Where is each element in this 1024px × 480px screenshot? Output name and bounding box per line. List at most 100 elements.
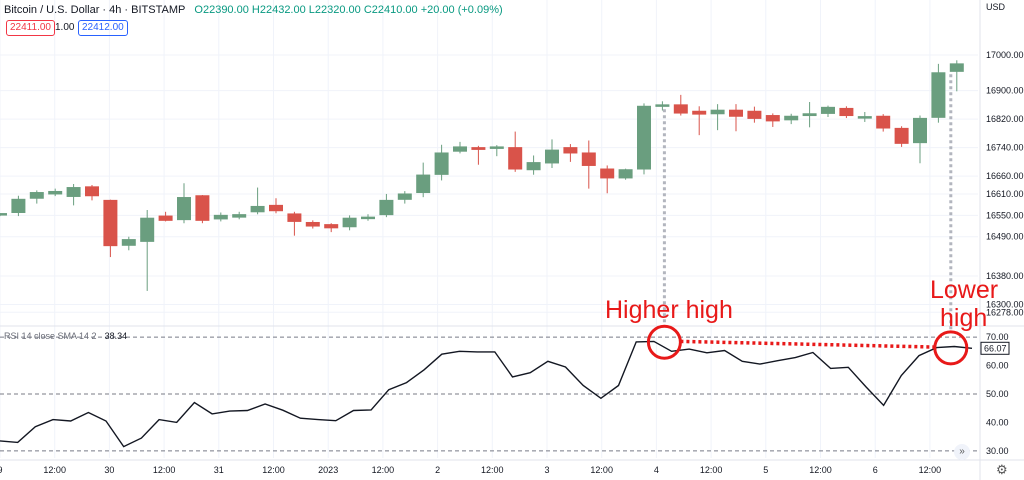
candle-body <box>416 174 431 194</box>
candle-body <box>269 204 283 212</box>
candle-body <box>11 198 26 214</box>
candle-body <box>802 113 817 117</box>
lower-high-annotation-line2: high <box>940 304 988 332</box>
candle-body <box>563 147 578 154</box>
scroll-to-realtime-button[interactable]: » <box>954 444 970 460</box>
currency-label[interactable]: USD <box>986 2 1006 12</box>
candle-body <box>729 109 743 117</box>
ohlc-readout: O22390.00 H22432.00 L22320.00 C22410.00 … <box>194 4 503 16</box>
candle-body <box>140 217 155 242</box>
candle-body <box>66 187 81 197</box>
rsi-tick-label: 30.00 <box>986 446 1009 456</box>
candle-body <box>324 224 339 229</box>
candle-body <box>379 199 394 216</box>
candle-body <box>857 116 872 119</box>
candle-body <box>876 115 891 129</box>
candle-body <box>655 104 670 107</box>
price-tick-label: 16610.00 <box>986 189 1024 199</box>
lower-high-circle <box>933 330 969 366</box>
price-tick-label: 16490.00 <box>986 232 1024 242</box>
axes: 9 12:00 30 12:00 31 12:00 2023 12:00 2 12:00 3 12:0… <box>0 50 1024 475</box>
buy-price-button[interactable]: 22412.00 <box>78 20 128 36</box>
candle-body <box>158 215 173 221</box>
x-tick-label: 12:00 <box>700 465 723 475</box>
x-tick-label: 12:00 <box>372 465 395 475</box>
rsi-last-value-box <box>980 341 1010 355</box>
candle-body <box>48 190 63 195</box>
price-tick-label: 16380.00 <box>986 271 1024 281</box>
symbol-title[interactable]: Bitcoin / U.S. Dollar · 4h · BITSTAMP <box>4 4 186 16</box>
candle-body <box>453 146 467 152</box>
candle-body <box>361 216 375 220</box>
x-tick-label: 4 <box>654 465 659 475</box>
rsi-tick-label: 40.00 <box>986 417 1009 427</box>
gear-icon[interactable]: ⚙ <box>996 462 1008 477</box>
x-tick-label: 12:00 <box>809 465 832 475</box>
rsi-value-text: 38.34 <box>104 331 128 341</box>
price-tick-label: 16820.00 <box>986 114 1024 124</box>
x-tick-label: 12:00 <box>481 465 504 475</box>
x-tick-label: 12:00 <box>153 465 176 475</box>
candle-body <box>581 152 596 166</box>
price-tick-label: 16550.00 <box>986 210 1024 220</box>
candle-body <box>894 127 909 144</box>
candle-body <box>232 214 247 218</box>
candle-body <box>710 109 725 115</box>
price-tick-label: 16278.00 <box>986 307 1024 317</box>
candle-body <box>913 117 927 144</box>
rsi-settings-text: RSI 14 close SMA 14 2 <box>4 331 97 341</box>
sell-price-button[interactable]: 22411.00 <box>6 20 55 36</box>
candle-body <box>545 149 559 164</box>
candle-body <box>121 239 136 246</box>
price-tick-label: 16900.00 <box>986 86 1024 96</box>
x-tick-label: 12:00 <box>590 465 613 475</box>
x-tick-label: 12:00 <box>43 465 66 475</box>
candle-body <box>747 110 762 119</box>
candle-body <box>177 197 191 221</box>
x-tick-label: 2 <box>435 465 440 475</box>
candle-body <box>287 213 302 222</box>
candle-body <box>489 146 504 149</box>
annotation-marks <box>646 74 969 366</box>
candle-body <box>103 199 118 247</box>
candle-body <box>85 186 99 197</box>
x-tick-label: 9 <box>0 465 3 475</box>
price-tick-label: 17000.00 <box>986 50 1024 60</box>
x-tick-label: 6 <box>873 465 878 475</box>
candle-body <box>784 115 799 121</box>
higher-high-annotation: Higher high <box>605 296 733 324</box>
candle-body <box>29 192 44 199</box>
candle-body <box>821 106 835 114</box>
rsi-pane <box>0 336 978 452</box>
candle-body <box>692 110 707 115</box>
candle-body <box>397 193 412 200</box>
x-tick-label: 30 <box>104 465 114 475</box>
spread-value: 1.00 <box>55 22 75 33</box>
candle-body <box>673 104 688 114</box>
candle-body <box>0 213 7 216</box>
candle-body <box>434 152 449 175</box>
x-tick-label: 12:00 <box>919 465 942 475</box>
x-tick-label: 2023 <box>318 465 338 475</box>
higher-high-circle <box>646 324 682 360</box>
price-tick-label: 16660.00 <box>986 171 1024 181</box>
candle-body <box>931 72 946 118</box>
candle-body <box>342 217 357 228</box>
price-tick-label: 16300.00 <box>986 299 1024 309</box>
candle-body <box>765 115 780 122</box>
chart-header: Bitcoin / U.S. Dollar · 4h · BITSTAMP O2… <box>4 4 509 16</box>
candle-body <box>839 107 854 117</box>
rsi-indicator-label[interactable]: RSI 14 close SMA 14 2 38.34 <box>4 331 127 341</box>
candle-body <box>526 162 541 171</box>
candle-body <box>305 221 320 227</box>
x-tick-label: 31 <box>214 465 224 475</box>
x-tick-label: 3 <box>544 465 549 475</box>
candle-body <box>471 147 486 150</box>
price-tick-label: 16740.00 <box>986 143 1024 153</box>
lower-high-annotation-line1: Lower <box>930 276 999 304</box>
candle-body <box>250 205 265 213</box>
candle-body <box>618 169 633 179</box>
candle-body <box>213 214 228 220</box>
